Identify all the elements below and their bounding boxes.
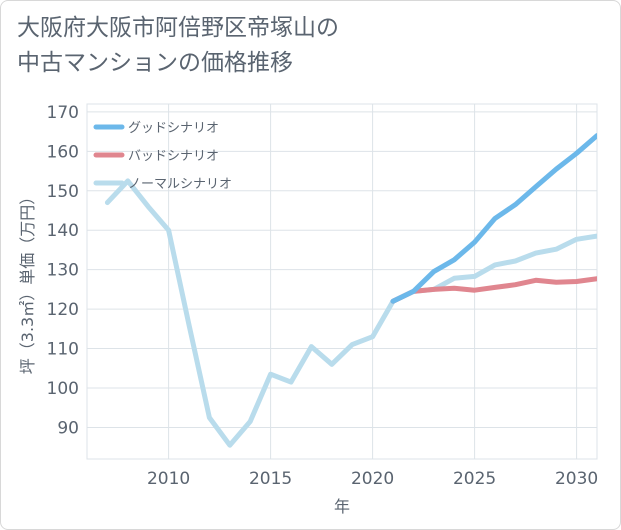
y-tick-label: 120 bbox=[47, 300, 79, 320]
x-tick-label: 2025 bbox=[453, 469, 496, 489]
chart-title: 大阪府大阪市阿倍野区帝塚山の 中古マンションの価格推移 bbox=[17, 11, 339, 81]
y-tick-label: 160 bbox=[47, 142, 79, 162]
plot-area bbox=[86, 103, 598, 460]
chart-title-line1: 大阪府大阪市阿倍野区帝塚山の bbox=[17, 15, 339, 41]
y-tick-label: 150 bbox=[47, 182, 79, 202]
y-tick-label: 100 bbox=[47, 379, 79, 399]
y-tick-label: 110 bbox=[47, 340, 79, 360]
series-line-0 bbox=[390, 133, 597, 304]
legend-label: ノーマルシナリオ bbox=[128, 177, 232, 192]
series-line-1 bbox=[390, 276, 597, 304]
y-tick-label: 140 bbox=[47, 221, 79, 241]
series-lines bbox=[104, 133, 597, 448]
tick-labels: 90 100 110 120 130 140 150 160 170 2010 2015 2020 20… bbox=[47, 103, 599, 489]
series-line-2 bbox=[104, 178, 597, 448]
chart-title-line2: 中古マンションの価格推移 bbox=[17, 50, 293, 76]
x-tick-label: 2015 bbox=[249, 469, 292, 489]
y-axis-label: 坪（3.3㎡）単価（万円） bbox=[18, 189, 37, 374]
x-tick-label: 2010 bbox=[147, 469, 190, 489]
y-tick-label: 130 bbox=[47, 261, 79, 281]
grid-lines bbox=[86, 103, 598, 460]
x-tick-label: 2020 bbox=[351, 469, 394, 489]
legend-label: バッドシナリオ bbox=[128, 149, 219, 164]
x-tick-label: 2030 bbox=[555, 469, 598, 489]
y-tick-label: 90 bbox=[57, 418, 79, 438]
y-tick-label: 170 bbox=[47, 103, 79, 123]
legend-label: グッドシナリオ bbox=[128, 121, 219, 136]
x-axis-label: 年 bbox=[334, 497, 350, 516]
